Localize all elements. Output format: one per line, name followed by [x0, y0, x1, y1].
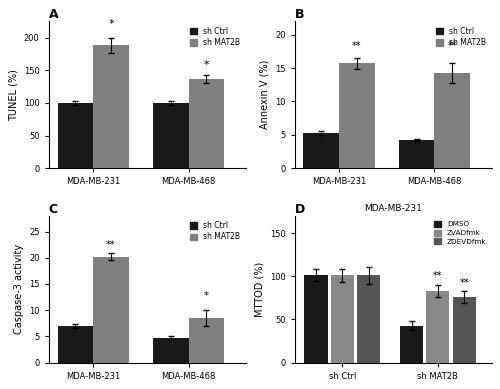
Bar [426, 291, 450, 363]
Text: **: ** [460, 277, 469, 287]
Bar [304, 133, 339, 168]
Bar [58, 103, 93, 168]
Bar [304, 275, 328, 363]
Y-axis label: MTTOD (%): MTTOD (%) [254, 262, 264, 317]
Bar [188, 79, 224, 168]
Legend: sh Ctrl, sh MAT2B: sh Ctrl, sh MAT2B [434, 25, 488, 49]
Text: *: * [204, 291, 209, 301]
Bar [399, 140, 434, 168]
Y-axis label: Caspase-3 activity: Caspase-3 activity [14, 244, 24, 334]
Legend: DMSO, ZVADfmk, ZDEVDfmk: DMSO, ZVADfmk, ZDEVDfmk [432, 219, 488, 246]
Text: D: D [294, 203, 305, 216]
Text: MDA-MB-231: MDA-MB-231 [364, 204, 422, 213]
Text: **: ** [352, 41, 362, 51]
Bar [400, 326, 423, 363]
Text: A: A [48, 8, 58, 21]
Bar [153, 338, 188, 363]
Bar [339, 63, 374, 168]
Bar [452, 297, 475, 363]
Text: C: C [48, 203, 58, 216]
Bar [188, 318, 224, 363]
Bar [330, 275, 354, 363]
Bar [93, 257, 129, 363]
Bar [93, 46, 129, 168]
Text: **: ** [106, 240, 116, 251]
Bar [153, 103, 188, 168]
Bar [434, 73, 470, 168]
Y-axis label: Annexin V (%): Annexin V (%) [260, 60, 270, 130]
Text: *: * [108, 19, 114, 28]
Bar [58, 326, 93, 363]
Text: **: ** [448, 41, 457, 51]
Y-axis label: TUNEL (%): TUNEL (%) [8, 69, 18, 121]
Text: **: ** [433, 272, 442, 282]
Legend: sh Ctrl, sh MAT2B: sh Ctrl, sh MAT2B [188, 220, 242, 243]
Legend: sh Ctrl, sh MAT2B: sh Ctrl, sh MAT2B [188, 25, 242, 49]
Bar [357, 275, 380, 363]
Text: B: B [294, 8, 304, 21]
Text: *: * [204, 60, 209, 70]
